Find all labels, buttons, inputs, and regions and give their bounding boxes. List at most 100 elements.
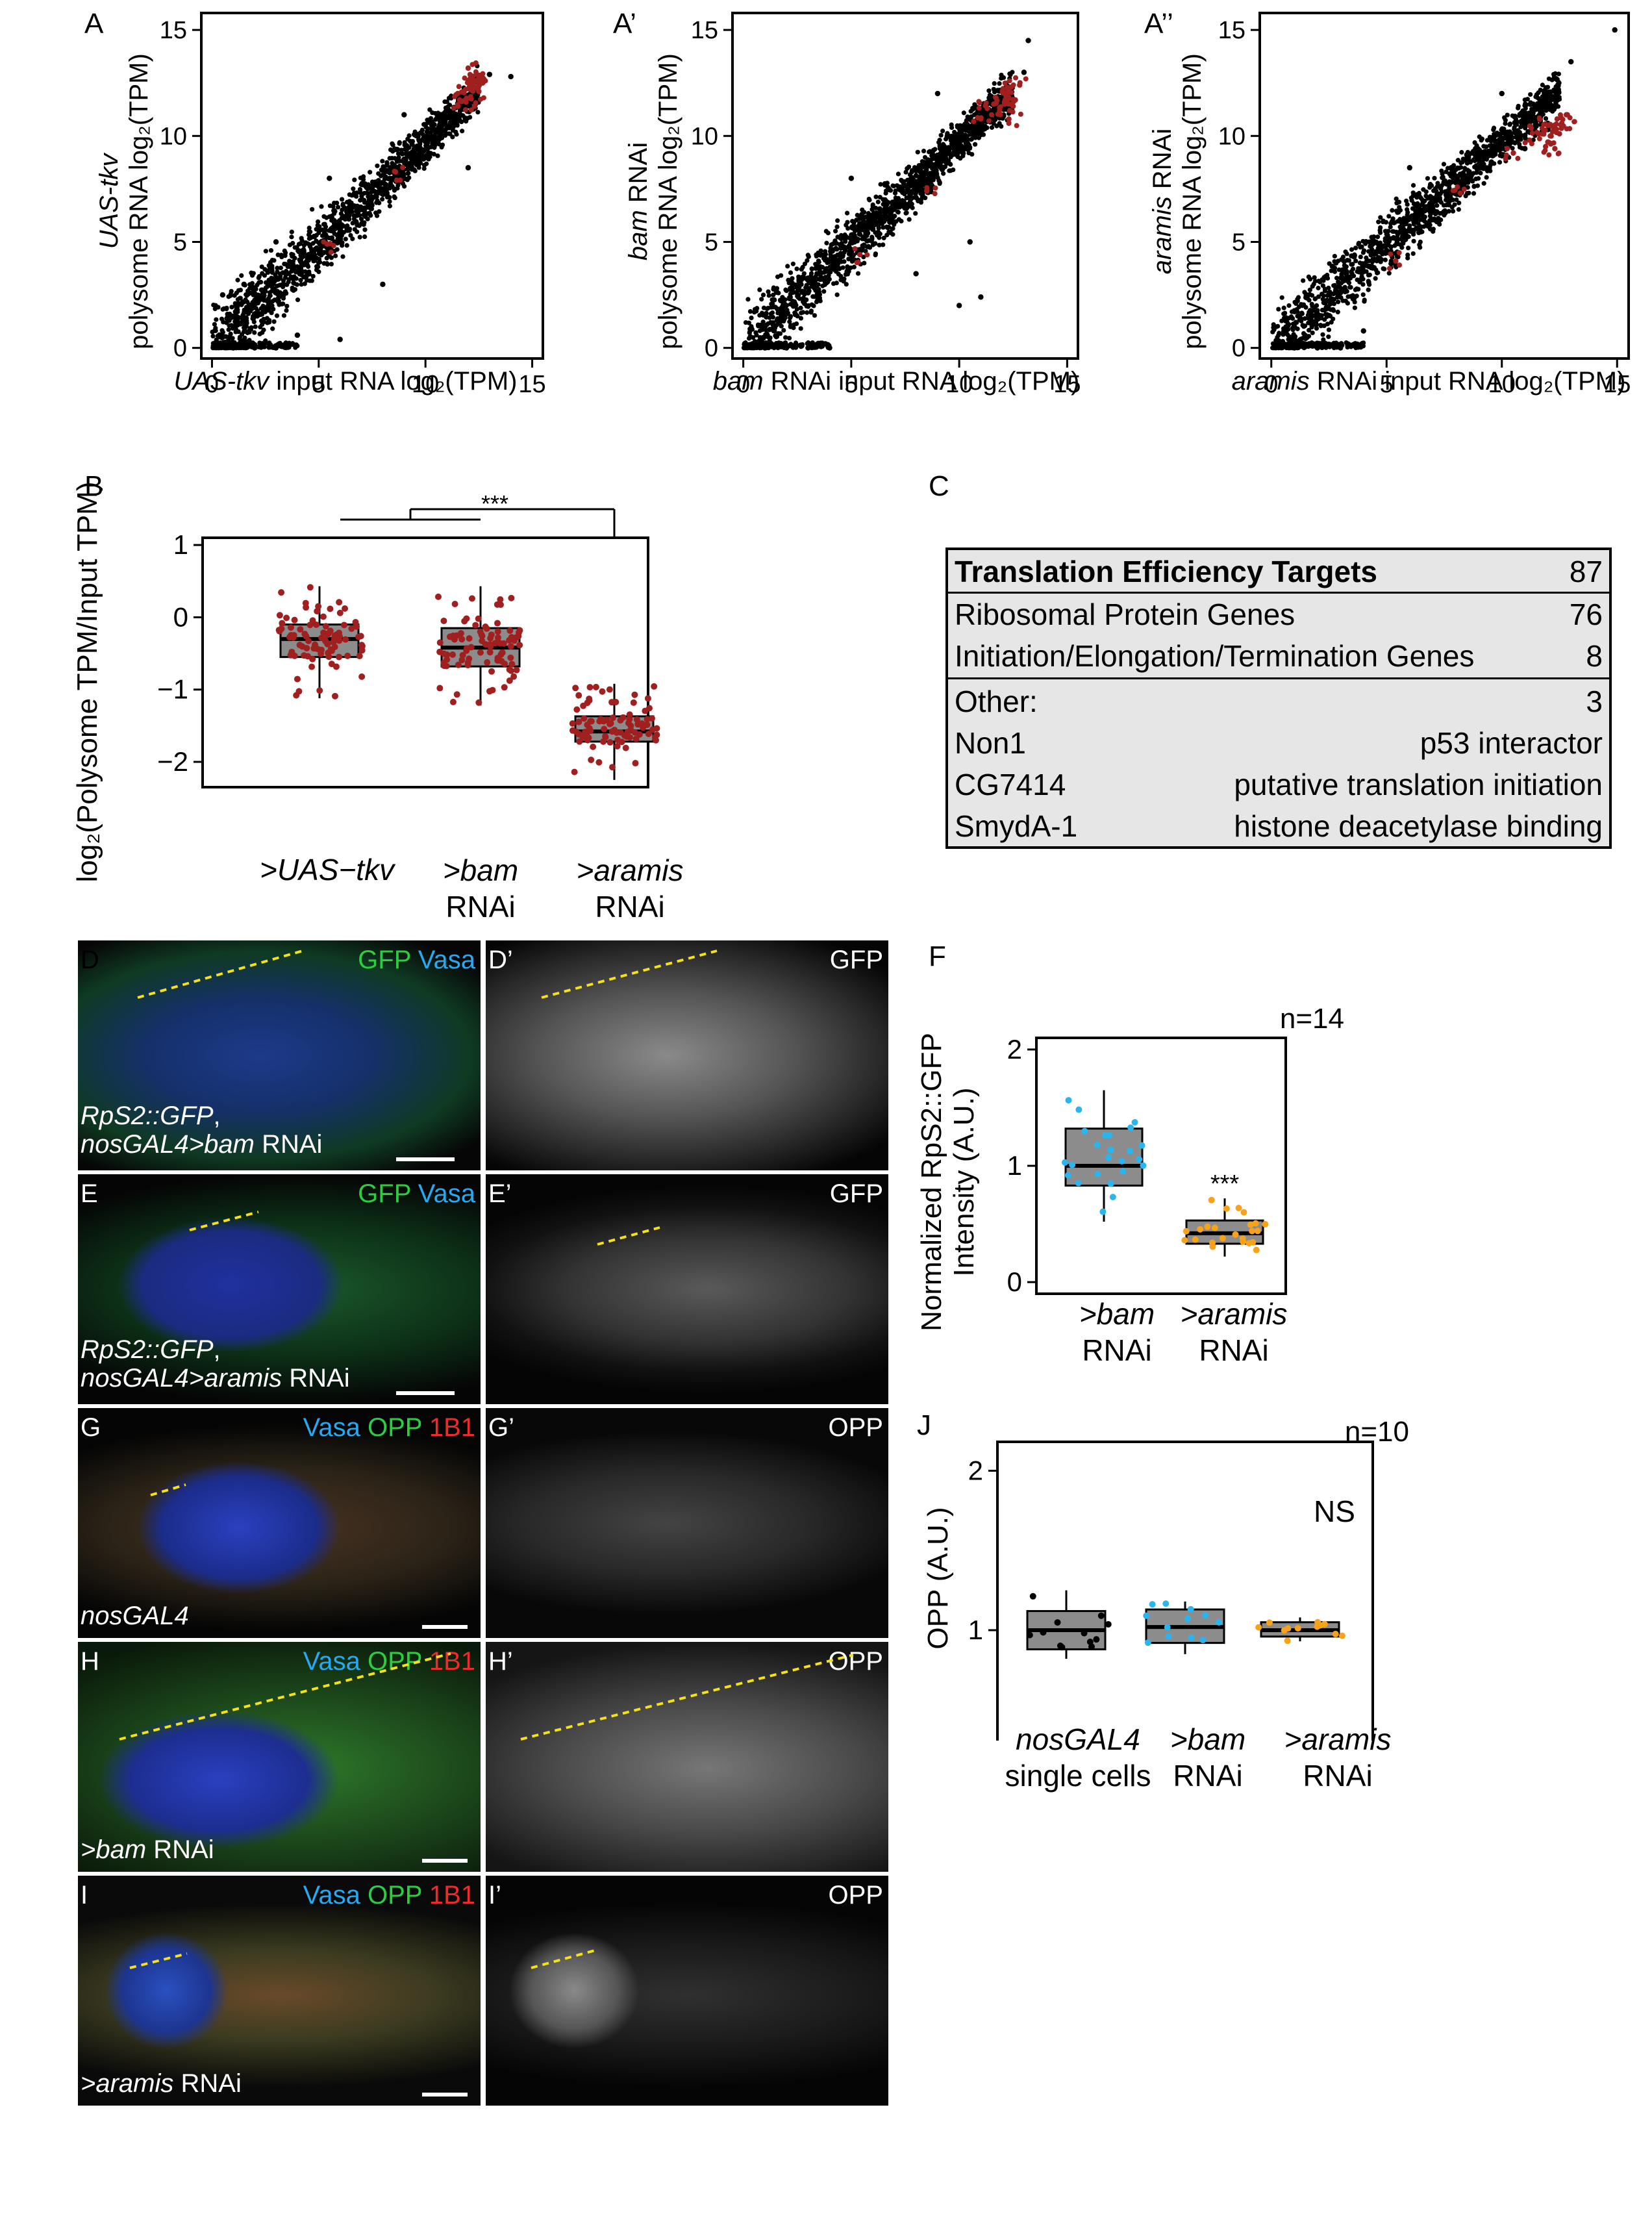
scatter-point bbox=[231, 323, 236, 330]
scatter-point bbox=[790, 286, 795, 291]
scatter-point bbox=[263, 249, 268, 254]
scatter-point bbox=[873, 194, 879, 199]
scatter-point bbox=[929, 149, 934, 155]
scatter-point bbox=[471, 77, 477, 83]
scatter-point bbox=[808, 310, 814, 315]
scatter-point bbox=[257, 297, 262, 302]
scatter-point bbox=[783, 345, 790, 351]
scatter-point bbox=[1448, 173, 1453, 179]
scatter-point bbox=[1459, 149, 1464, 155]
scatter-point bbox=[359, 220, 364, 226]
scatter-point bbox=[766, 305, 771, 310]
scatter-point bbox=[925, 162, 931, 167]
scatter-point bbox=[1410, 183, 1416, 188]
scatter-point bbox=[1433, 211, 1438, 217]
scatter-point bbox=[415, 132, 420, 137]
scatter-point bbox=[1434, 184, 1440, 189]
scatter-point bbox=[768, 311, 774, 316]
scatter-point bbox=[339, 197, 345, 202]
scatter-point bbox=[1445, 166, 1451, 171]
scatter-point bbox=[1281, 316, 1287, 321]
scatter-point bbox=[1510, 113, 1515, 118]
scatter-point bbox=[903, 210, 908, 216]
scatter-point bbox=[1510, 145, 1515, 151]
scatter-point bbox=[275, 252, 281, 257]
scatter-point bbox=[805, 345, 811, 351]
scatter-point bbox=[419, 127, 425, 132]
scatter-point bbox=[440, 121, 446, 127]
scatter-point bbox=[309, 278, 314, 283]
scatter-point bbox=[1488, 162, 1493, 168]
scatter-point bbox=[773, 343, 779, 348]
scatter-point bbox=[814, 262, 820, 268]
scatter-point bbox=[976, 105, 982, 111]
scatter-point bbox=[1358, 245, 1363, 250]
scatter-point bbox=[229, 305, 234, 310]
scatter-point bbox=[462, 86, 468, 92]
scatter-point bbox=[937, 138, 942, 143]
scatter-point bbox=[779, 310, 784, 316]
scatter-point bbox=[289, 229, 294, 234]
scatter-point bbox=[1383, 229, 1388, 234]
scatter-point bbox=[1481, 181, 1486, 186]
scatter-point bbox=[749, 325, 755, 331]
scatter-point bbox=[1010, 82, 1016, 88]
scatter-point bbox=[881, 235, 886, 241]
scatter-point bbox=[1421, 187, 1426, 192]
scatter-point bbox=[875, 199, 881, 205]
scatter-point bbox=[905, 166, 910, 171]
scatter-point bbox=[1335, 299, 1341, 305]
scatter-point bbox=[1338, 290, 1344, 296]
scatter-point bbox=[821, 277, 826, 283]
scatter-point bbox=[1543, 99, 1548, 105]
scatter-point bbox=[1307, 287, 1312, 292]
scatter-point bbox=[279, 255, 284, 260]
scatter-point bbox=[219, 328, 225, 333]
scatter-point bbox=[979, 132, 984, 137]
scatter-point bbox=[821, 270, 827, 275]
scatter-point bbox=[263, 285, 268, 290]
y-tick-label: 10 bbox=[691, 123, 718, 150]
scatter-point bbox=[329, 255, 334, 260]
scatter-point bbox=[807, 341, 812, 346]
scatter-point bbox=[1535, 106, 1540, 111]
scatter-point bbox=[1327, 293, 1333, 298]
scatter-point bbox=[1496, 132, 1502, 138]
scatter-point bbox=[787, 319, 792, 324]
scatter-point bbox=[307, 269, 312, 275]
scatter-point bbox=[418, 151, 424, 157]
scatter-point bbox=[849, 258, 855, 264]
scatter-point bbox=[334, 233, 340, 238]
scatter-point bbox=[475, 110, 481, 115]
scatter-point bbox=[907, 192, 912, 197]
scatter-point bbox=[1385, 233, 1390, 238]
scatter-point bbox=[816, 286, 821, 292]
scatter-point bbox=[1471, 183, 1477, 189]
scatter-point bbox=[895, 209, 900, 214]
scatter-point bbox=[1405, 252, 1410, 258]
scatter-point bbox=[858, 232, 863, 237]
scatter-point bbox=[334, 247, 340, 252]
scatter-point bbox=[1406, 218, 1411, 223]
scatter-point bbox=[345, 223, 350, 229]
scatter-point bbox=[298, 277, 303, 283]
scatter-point bbox=[425, 142, 430, 148]
scatter-point bbox=[909, 168, 915, 173]
scatter-point bbox=[1517, 113, 1522, 118]
scatter-point bbox=[1314, 325, 1320, 331]
scatter-point bbox=[1411, 238, 1416, 244]
y-tick-label: 0 bbox=[1232, 335, 1245, 362]
scatter-point bbox=[329, 236, 334, 242]
scatter-point bbox=[1340, 298, 1345, 303]
scatter-point bbox=[257, 273, 262, 279]
scatter-point bbox=[918, 191, 923, 196]
scatter-point bbox=[229, 314, 235, 319]
scatter-point bbox=[1358, 278, 1363, 283]
y-tick-label: 0 bbox=[705, 335, 718, 362]
scatter-point bbox=[775, 316, 781, 321]
scatter-point bbox=[368, 190, 373, 195]
scatter-point bbox=[344, 243, 349, 248]
scatter-point bbox=[1349, 271, 1355, 276]
scatter-point bbox=[922, 175, 927, 181]
scatter-point bbox=[1503, 121, 1508, 126]
